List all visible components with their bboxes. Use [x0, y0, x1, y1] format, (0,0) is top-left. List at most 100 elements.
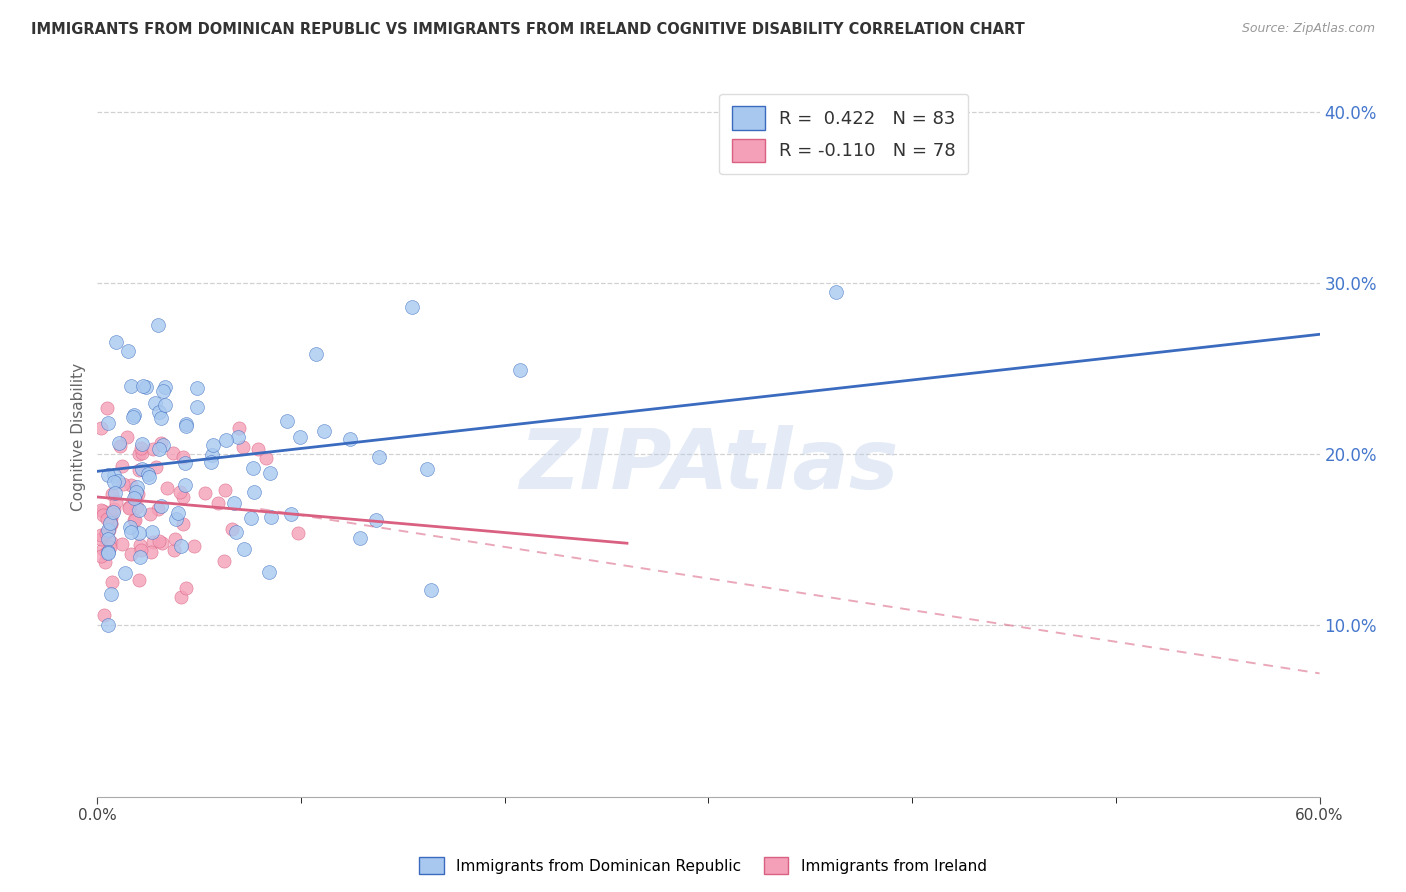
Point — [131, 446, 153, 460]
Point — [94, 546, 117, 560]
Point — [120, 477, 142, 491]
Point — [128, 447, 150, 461]
Point — [136, 467, 159, 481]
Point — [141, 524, 163, 539]
Point — [162, 446, 184, 460]
Point — [225, 524, 247, 539]
Point — [120, 547, 142, 561]
Point — [148, 405, 170, 419]
Point — [96, 618, 118, 632]
Point — [93, 555, 115, 569]
Point — [163, 542, 186, 557]
Point — [96, 533, 118, 547]
Point — [243, 484, 266, 499]
Point — [221, 522, 243, 536]
Point — [108, 436, 131, 450]
Point — [169, 484, 191, 499]
Point — [259, 466, 281, 480]
Point — [96, 512, 118, 526]
Point — [148, 318, 170, 333]
Point — [186, 381, 208, 395]
Point — [257, 565, 280, 579]
Point — [174, 418, 197, 433]
Point — [122, 491, 145, 506]
Point — [117, 344, 139, 359]
Point — [145, 459, 167, 474]
Point — [304, 347, 326, 361]
Point — [366, 513, 388, 527]
Point — [118, 500, 141, 515]
Point — [104, 334, 127, 349]
Point — [152, 438, 174, 452]
Point — [138, 470, 160, 484]
Point — [312, 424, 335, 438]
Point — [260, 510, 283, 524]
Point — [120, 378, 142, 392]
Point — [91, 503, 114, 517]
Point — [142, 442, 165, 457]
Point — [91, 541, 114, 556]
Point — [207, 496, 229, 510]
Point — [128, 503, 150, 517]
Point — [183, 540, 205, 554]
Point — [349, 532, 371, 546]
Point — [90, 503, 112, 517]
Point — [131, 462, 153, 476]
Point — [135, 380, 157, 394]
Point — [94, 525, 117, 540]
Point — [96, 467, 118, 482]
Point — [156, 481, 179, 495]
Point — [127, 487, 149, 501]
Point — [122, 409, 145, 424]
Point — [103, 467, 125, 482]
Point — [125, 484, 148, 499]
Point — [148, 442, 170, 456]
Point — [129, 538, 152, 552]
Point — [194, 486, 217, 500]
Point — [96, 401, 118, 416]
Point — [172, 517, 194, 532]
Point — [416, 462, 439, 476]
Text: Source: ZipAtlas.com: Source: ZipAtlas.com — [1241, 22, 1375, 36]
Point — [124, 513, 146, 527]
Point — [118, 500, 141, 515]
Point — [100, 511, 122, 525]
Point — [120, 524, 142, 539]
Point — [212, 553, 235, 567]
Point — [97, 523, 120, 537]
Point — [111, 537, 134, 551]
Point — [98, 523, 121, 537]
Point — [90, 528, 112, 542]
Point — [142, 535, 165, 549]
Point — [110, 458, 132, 473]
Point — [115, 430, 138, 444]
Point — [166, 511, 188, 525]
Point — [105, 495, 128, 509]
Point — [174, 417, 197, 431]
Point — [131, 379, 153, 393]
Point — [90, 532, 112, 546]
Point — [131, 437, 153, 451]
Point — [232, 542, 254, 557]
Point — [124, 408, 146, 422]
Point — [101, 505, 124, 519]
Point — [111, 477, 134, 491]
Point — [173, 478, 195, 492]
Point — [124, 489, 146, 503]
Point — [240, 510, 263, 524]
Point — [103, 502, 125, 516]
Point — [98, 540, 121, 554]
Point — [128, 463, 150, 477]
Text: ZIPAtlas: ZIPAtlas — [519, 425, 898, 507]
Point — [150, 436, 173, 450]
Point — [170, 590, 193, 604]
Point — [825, 285, 848, 300]
Point — [150, 411, 173, 425]
Point — [100, 587, 122, 601]
Point — [201, 448, 224, 462]
Point — [125, 480, 148, 494]
Point — [170, 539, 193, 553]
Point — [98, 516, 121, 531]
Point — [224, 496, 246, 510]
Point — [124, 491, 146, 506]
